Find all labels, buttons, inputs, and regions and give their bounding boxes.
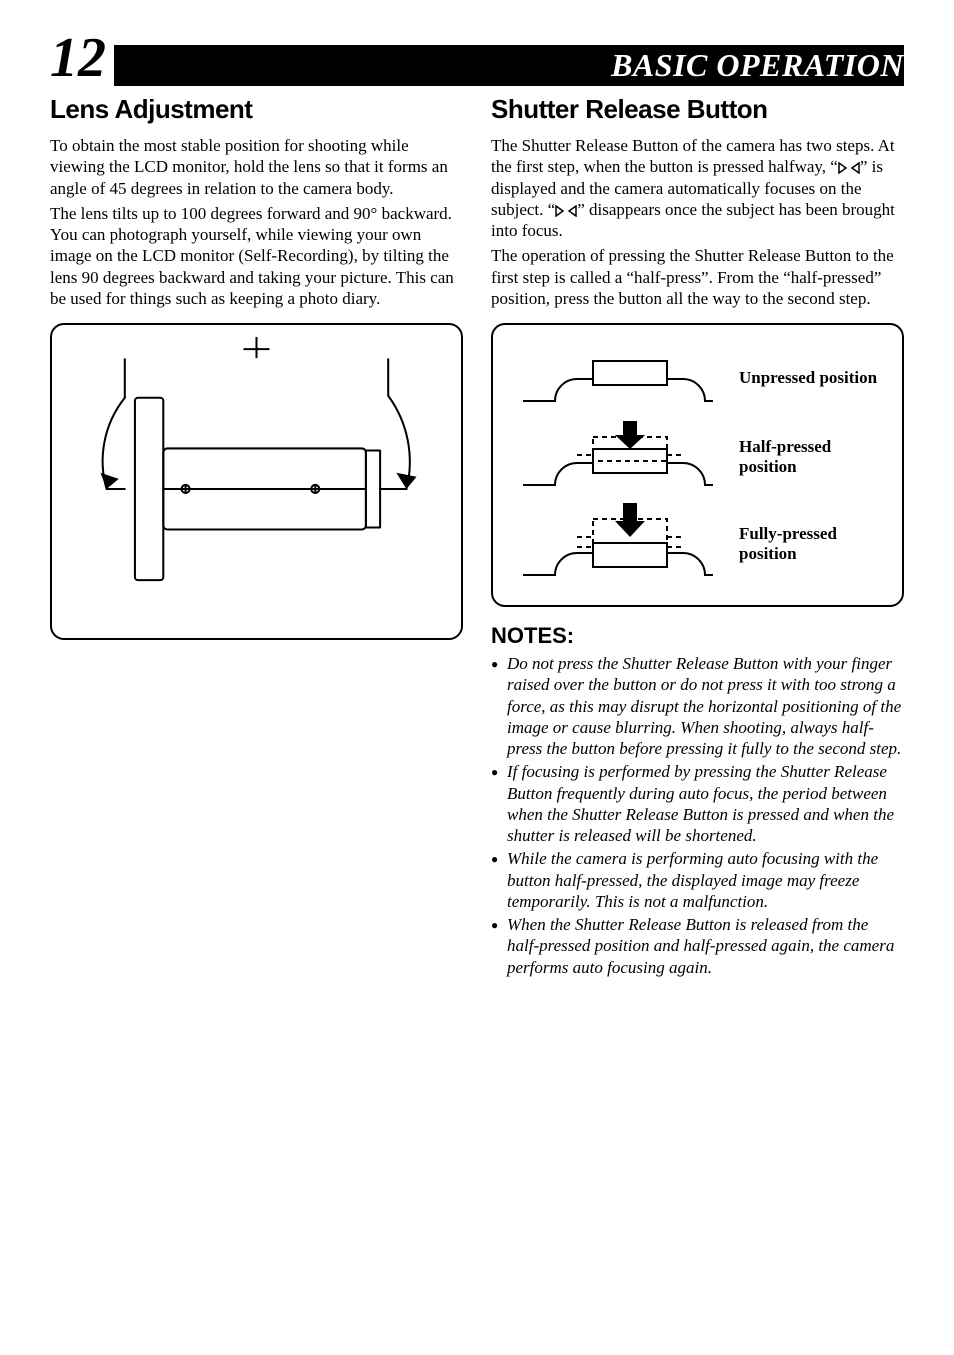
shutter-heading: Shutter Release Button bbox=[491, 94, 904, 125]
stage-unpressed: Unpressed position bbox=[515, 345, 890, 411]
note-item: Do not press the Shutter Release Button … bbox=[491, 653, 904, 759]
page-header: 12 BASIC OPERATION bbox=[50, 30, 904, 86]
shutter-para1-a: The Shutter Release Button of the camera… bbox=[491, 136, 895, 176]
half-label: Half-pressed position bbox=[739, 437, 890, 478]
stage-full: Fully-pressed position bbox=[515, 503, 890, 585]
full-label: Fully-pressed position bbox=[739, 524, 890, 565]
lens-adjustment-heading: Lens Adjustment bbox=[50, 94, 463, 125]
half-icon bbox=[515, 419, 715, 495]
shutter-paragraph-2: The operation of pressing the Shutter Re… bbox=[491, 245, 904, 309]
note-item: While the camera is performing auto focu… bbox=[491, 848, 904, 912]
lens-diagram bbox=[50, 323, 463, 640]
note-item: When the Shutter Release Button is relea… bbox=[491, 914, 904, 978]
shutter-paragraph-1: The Shutter Release Button of the camera… bbox=[491, 135, 904, 241]
left-column: Lens Adjustment To obtain the most stabl… bbox=[50, 94, 463, 980]
lens-paragraph-2: The lens tilts up to 100 degrees forward… bbox=[50, 203, 463, 309]
unpressed-icon bbox=[515, 345, 715, 411]
full-icon bbox=[515, 503, 715, 585]
right-column: Shutter Release Button The Shutter Relea… bbox=[491, 94, 904, 980]
lens-paragraph-1: To obtain the most stable position for s… bbox=[50, 135, 463, 199]
lens-diagram-svg bbox=[64, 337, 449, 621]
focus-icon bbox=[555, 205, 577, 217]
unpressed-label: Unpressed position bbox=[739, 368, 890, 388]
page-number: 12 bbox=[50, 30, 106, 86]
content-columns: Lens Adjustment To obtain the most stabl… bbox=[50, 94, 904, 980]
stage-half: Half-pressed position bbox=[515, 419, 890, 495]
notes-list: Do not press the Shutter Release Button … bbox=[491, 653, 904, 978]
focus-icon bbox=[838, 162, 860, 174]
section-banner: BASIC OPERATION bbox=[114, 45, 904, 86]
note-item: If focusing is performed by pressing the… bbox=[491, 761, 904, 846]
notes-heading: NOTES: bbox=[491, 623, 904, 649]
shutter-diagram: Unpressed position bbox=[491, 323, 904, 607]
